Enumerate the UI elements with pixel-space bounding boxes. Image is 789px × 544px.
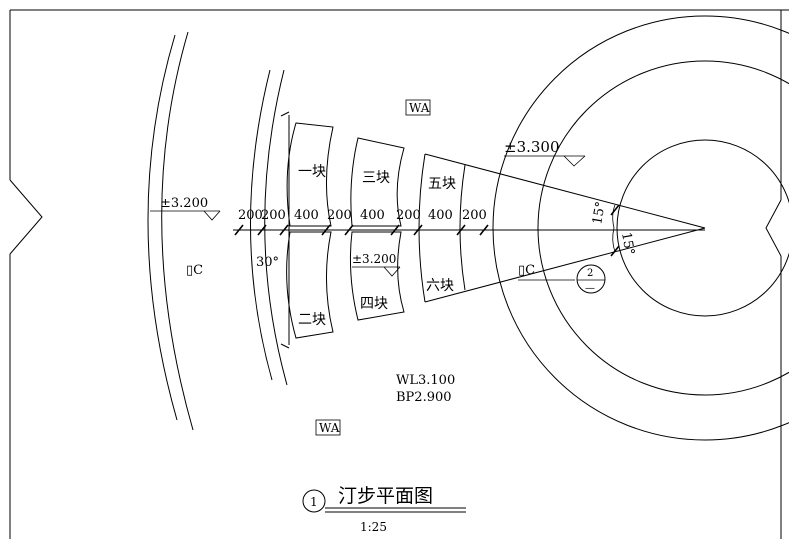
scale-text: 1:25 bbox=[360, 520, 387, 534]
dimension-line bbox=[233, 111, 705, 349]
angle-label-lower: 15° bbox=[618, 231, 637, 256]
detail-number: 1 bbox=[310, 495, 318, 509]
dimension-label: 400 bbox=[294, 208, 319, 223]
pond-edge-arcs bbox=[147, 31, 288, 431]
code-label-right: ▯C bbox=[518, 263, 535, 278]
block-label-4: 四块 bbox=[360, 296, 388, 312]
dimension-label: 200 bbox=[462, 208, 487, 223]
water-level-label: WL3.100 bbox=[396, 373, 455, 388]
material-tag-bottom: WA bbox=[315, 419, 341, 436]
code-label-left: ▯C bbox=[186, 263, 203, 278]
callout-sheet: — bbox=[585, 283, 595, 294]
dimension-labels: 200 200 400 200 400 200 400 200 bbox=[238, 208, 487, 223]
dimension-label: 200 bbox=[327, 208, 352, 223]
callout-number: 2 bbox=[587, 268, 593, 279]
elevation-left: ±3.200 bbox=[150, 196, 221, 221]
block-labels: 一块 二块 三块 四块 五块 六块 bbox=[298, 164, 456, 328]
material-tag-label: WA bbox=[409, 101, 430, 115]
section-callout: 2 — bbox=[518, 264, 606, 294]
angle-label-left: 30° bbox=[256, 255, 279, 270]
block-label-3: 三块 bbox=[362, 170, 390, 186]
dimension-label: 400 bbox=[428, 208, 453, 223]
material-tag-label: WA bbox=[319, 421, 340, 435]
elevation-center: ±3.200 bbox=[352, 252, 401, 277]
dimension-label: 200 bbox=[396, 208, 421, 223]
dimension-label: 200 bbox=[261, 208, 286, 223]
title-text: 汀步平面图 bbox=[338, 485, 433, 507]
elevation-label: ±3.200 bbox=[352, 252, 396, 266]
drawing-title: 1 汀步平面图 1:25 bbox=[302, 485, 466, 534]
bottom-level-label: BP2.900 bbox=[396, 390, 452, 405]
elevation-label: ±3.200 bbox=[160, 196, 208, 211]
circular-pool bbox=[492, 15, 789, 441]
angle-labels: 30° 15° 15° bbox=[256, 200, 637, 270]
dimension-label: 200 bbox=[238, 208, 263, 223]
dimension-label: 400 bbox=[360, 208, 385, 223]
elevation-top-right: ±3.300 bbox=[504, 138, 586, 167]
angle-label-upper: 15° bbox=[590, 200, 609, 225]
drawing-frame bbox=[9, 9, 789, 539]
elevation-label: ±3.300 bbox=[504, 138, 560, 156]
block-label-6: 六块 bbox=[426, 278, 454, 294]
material-tag-top: WA bbox=[405, 99, 431, 116]
block-label-2: 二块 bbox=[298, 312, 326, 328]
block-label-1: 一块 bbox=[298, 164, 326, 180]
block-label-5: 五块 bbox=[428, 176, 456, 192]
